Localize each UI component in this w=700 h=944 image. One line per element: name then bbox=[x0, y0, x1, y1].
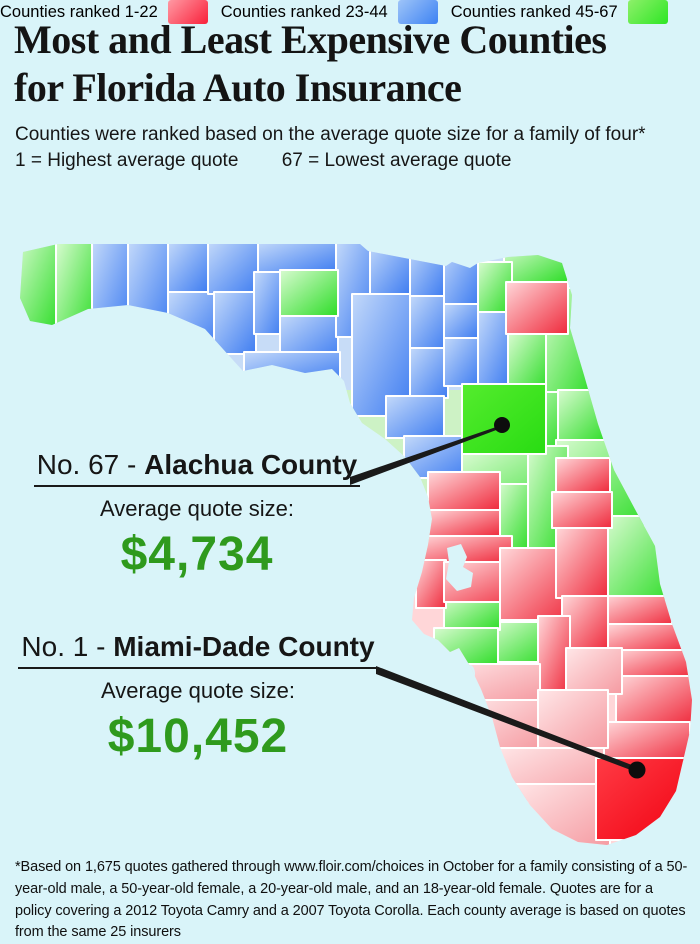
county-cell bbox=[253, 271, 283, 335]
county-cell bbox=[369, 244, 411, 295]
county-cell bbox=[537, 689, 609, 749]
county-cell bbox=[603, 721, 691, 763]
county-cell bbox=[167, 291, 215, 353]
page-title: Most and Least Expensive Counties for Fl… bbox=[14, 16, 607, 112]
county-cell bbox=[127, 244, 169, 338]
legend-label-rank-23-44: Counties ranked 23-44 bbox=[220, 2, 388, 21]
legend-label-rank-45-67: Counties ranked 45-67 bbox=[450, 2, 618, 21]
callout-alachua-rank: No. 67 - bbox=[36, 449, 145, 480]
county-cell bbox=[505, 281, 569, 335]
ranking-key-highest: 1 = Highest average quote bbox=[15, 150, 239, 171]
callout-alachua: No. 67 - Alachua County Average quote si… bbox=[30, 449, 364, 582]
legend-swatch-red bbox=[167, 0, 208, 24]
miami-leader-line bbox=[376, 666, 637, 772]
county-cell bbox=[207, 244, 259, 295]
legend: Counties ranked 1-22 Counties ranked 23-… bbox=[0, 0, 700, 24]
county-cell bbox=[279, 269, 339, 317]
callout-miami-quote-label: Average quote size: bbox=[100, 678, 296, 703]
callout-alachua-county: Alachua County bbox=[144, 449, 358, 480]
callout-alachua-title: No. 67 - Alachua County bbox=[33, 449, 361, 487]
county-cell bbox=[425, 509, 501, 537]
callout-miami-dade: No. 1 - Miami-Dade County Average quote … bbox=[12, 631, 384, 764]
county-cell bbox=[415, 559, 447, 609]
county-cell bbox=[385, 395, 445, 439]
callout-alachua-quote-label: Average quote size: bbox=[99, 496, 295, 521]
miami-marker-dot bbox=[628, 761, 646, 779]
county-cell bbox=[409, 347, 449, 399]
callout-miami-amount: $10,452 bbox=[107, 710, 289, 763]
legend-label-rank-1-22: Counties ranked 1-22 bbox=[0, 2, 158, 21]
page-title-line1: Most and Least Expensive Counties bbox=[14, 17, 607, 62]
county-cell bbox=[603, 595, 673, 627]
callout-miami-rank: No. 1 - bbox=[21, 631, 114, 662]
county-cell bbox=[91, 244, 129, 338]
county-cell bbox=[565, 647, 623, 695]
county-cell bbox=[243, 351, 341, 383]
callout-miami-title: No. 1 - Miami-Dade County bbox=[18, 631, 378, 669]
county-cell bbox=[537, 615, 571, 693]
county-cell bbox=[611, 649, 691, 679]
county-cell bbox=[555, 457, 611, 493]
county-cell bbox=[555, 527, 609, 599]
county-cell bbox=[55, 244, 93, 343]
county-cell bbox=[443, 337, 479, 387]
county-cell bbox=[427, 471, 501, 511]
alachua-marker-dot bbox=[494, 417, 510, 433]
county-cell bbox=[615, 675, 692, 725]
callout-miami-county: Miami-Dade County bbox=[113, 631, 375, 662]
ranking-key: 1 = Highest average quote 67 = Lowest av… bbox=[15, 150, 511, 172]
counties-rank-1-22 bbox=[415, 281, 692, 763]
page-title-line2: for Florida Auto Insurance bbox=[14, 65, 462, 110]
footnote: *Based on 1,675 quotes gathered through … bbox=[15, 859, 688, 941]
county-cell bbox=[443, 244, 479, 305]
county-cell bbox=[551, 491, 613, 529]
county-cell bbox=[167, 244, 209, 293]
county-cell bbox=[557, 389, 609, 441]
subtitle: Counties were ranked based on the averag… bbox=[15, 124, 646, 145]
county-cell bbox=[503, 245, 569, 283]
county-cell bbox=[443, 303, 479, 339]
county-cell bbox=[433, 627, 499, 667]
counties-rank-1-22-pale bbox=[433, 647, 623, 845]
county-cell bbox=[605, 515, 675, 601]
ranking-key-lowest: 67 = Lowest average quote bbox=[281, 150, 512, 171]
alachua-leader-line bbox=[350, 426, 499, 485]
county-cell bbox=[20, 244, 57, 338]
callout-alachua-amount: $4,734 bbox=[120, 528, 274, 581]
county-cell bbox=[213, 291, 257, 355]
tampa-bay-water bbox=[446, 544, 473, 591]
county-cell bbox=[409, 295, 449, 349]
legend-swatch-green bbox=[627, 0, 668, 24]
charlotte-harbor-water bbox=[465, 665, 475, 683]
county-cell bbox=[257, 244, 339, 273]
legend-swatch-blue bbox=[397, 0, 438, 24]
county-cell bbox=[409, 244, 445, 297]
